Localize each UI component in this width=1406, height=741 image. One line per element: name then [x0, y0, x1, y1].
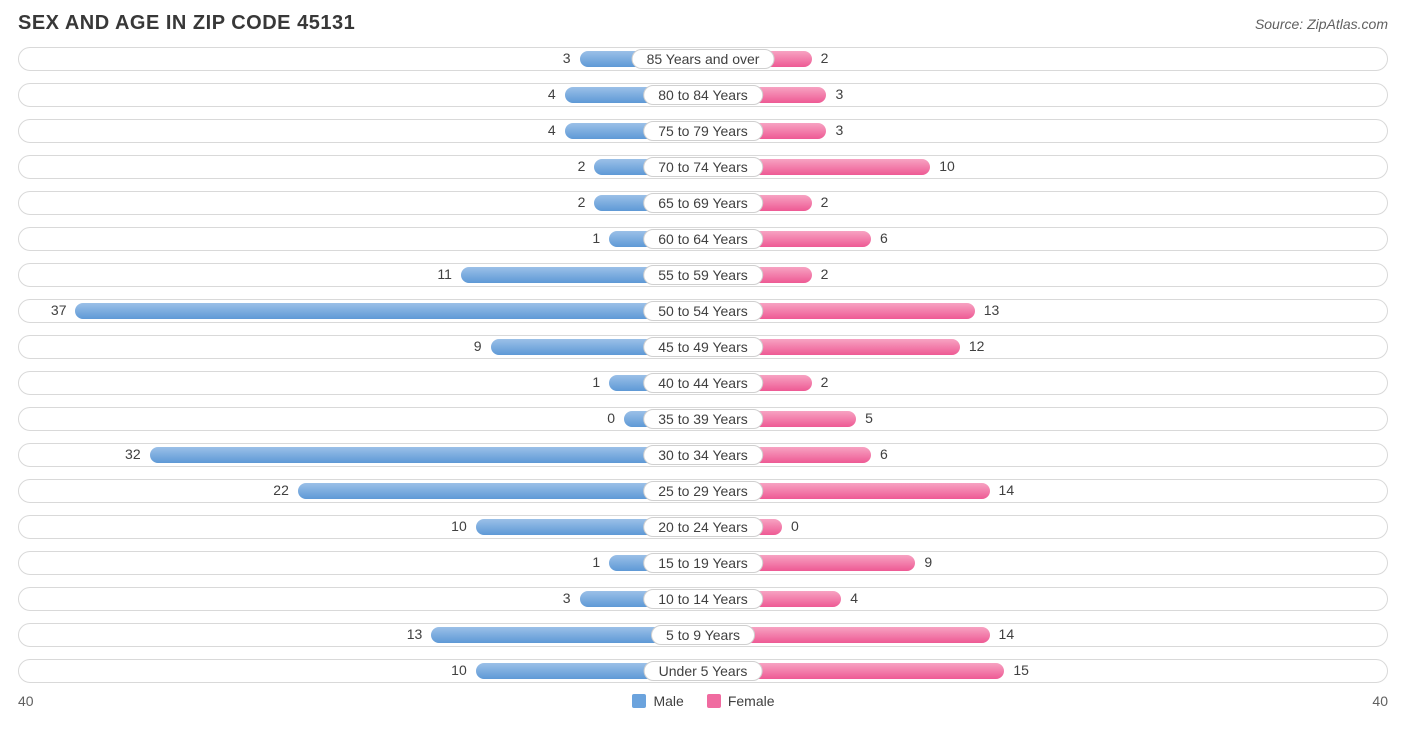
male-value: 22	[273, 482, 289, 498]
male-value: 9	[474, 338, 482, 354]
age-group-label: 65 to 69 Years	[643, 193, 763, 213]
age-group-label: 85 Years and over	[632, 49, 775, 69]
age-group-label: 50 to 54 Years	[643, 301, 763, 321]
age-row: 3 4 10 to 14 Years	[18, 587, 1388, 611]
age-group-label: 10 to 14 Years	[643, 589, 763, 609]
chart-header: SEX AND AGE IN ZIP CODE 45131 Source: Zi…	[18, 12, 1388, 35]
age-row: 9 12 45 to 49 Years	[18, 335, 1388, 359]
age-row: 1 9 15 to 19 Years	[18, 551, 1388, 575]
age-row: 1 2 40 to 44 Years	[18, 371, 1388, 395]
age-group-label: 60 to 64 Years	[643, 229, 763, 249]
age-row: 37 13 50 to 54 Years	[18, 299, 1388, 323]
age-row: 32 6 30 to 34 Years	[18, 443, 1388, 467]
legend-female: Female	[706, 693, 775, 709]
age-row: 11 2 55 to 59 Years	[18, 263, 1388, 287]
female-value: 0	[791, 518, 799, 534]
male-value: 3	[563, 50, 571, 66]
axis-left-max: 40	[18, 693, 34, 709]
male-value: 2	[578, 158, 586, 174]
male-value: 37	[51, 302, 67, 318]
age-row: 3 2 85 Years and over	[18, 47, 1388, 71]
chart-source: Source: ZipAtlas.com	[1255, 16, 1388, 32]
male-value: 4	[548, 86, 556, 102]
age-row: 2 2 65 to 69 Years	[18, 191, 1388, 215]
female-value: 5	[865, 410, 873, 426]
axis-right-max: 40	[1372, 693, 1388, 709]
age-group-label: 25 to 29 Years	[643, 481, 763, 501]
age-row: 4 3 75 to 79 Years	[18, 119, 1388, 143]
female-value: 6	[880, 230, 888, 246]
female-value: 6	[880, 446, 888, 462]
female-value: 15	[1013, 662, 1029, 678]
age-group-label: 75 to 79 Years	[643, 121, 763, 141]
female-value: 13	[984, 302, 1000, 318]
male-value: 2	[578, 194, 586, 210]
age-group-label: 70 to 74 Years	[643, 157, 763, 177]
age-group-label: 30 to 34 Years	[643, 445, 763, 465]
age-group-label: 55 to 59 Years	[643, 265, 763, 285]
female-value: 14	[999, 626, 1015, 642]
male-bar	[149, 446, 703, 464]
chart-title: SEX AND AGE IN ZIP CODE 45131	[18, 12, 355, 35]
age-group-label: 5 to 9 Years	[651, 625, 755, 645]
age-row: 10 15 Under 5 Years	[18, 659, 1388, 683]
female-value: 14	[999, 482, 1015, 498]
age-group-label: 40 to 44 Years	[643, 373, 763, 393]
male-value: 1	[592, 554, 600, 570]
male-value: 4	[548, 122, 556, 138]
female-value: 12	[969, 338, 985, 354]
female-value: 2	[821, 194, 829, 210]
male-value: 0	[607, 410, 615, 426]
age-row: 10 0 20 to 24 Years	[18, 515, 1388, 539]
female-value: 4	[850, 590, 858, 606]
legend-male-label: Male	[653, 693, 683, 709]
male-bar	[74, 302, 703, 320]
male-value: 32	[125, 446, 141, 462]
female-value: 10	[939, 158, 955, 174]
age-row: 4 3 80 to 84 Years	[18, 83, 1388, 107]
female-value: 3	[835, 86, 843, 102]
female-value: 2	[821, 50, 829, 66]
age-row: 1 6 60 to 64 Years	[18, 227, 1388, 251]
legend-female-label: Female	[728, 693, 775, 709]
male-value: 11	[437, 266, 452, 282]
age-group-label: 80 to 84 Years	[643, 85, 763, 105]
age-group-label: 15 to 19 Years	[643, 553, 763, 573]
age-row: 0 5 35 to 39 Years	[18, 407, 1388, 431]
male-value: 3	[563, 590, 571, 606]
female-value: 2	[821, 266, 829, 282]
legend: Male Female	[631, 693, 774, 709]
female-value: 3	[835, 122, 843, 138]
population-pyramid-chart: 3285 Years and over4380 to 84 Years4375 …	[18, 47, 1388, 683]
legend-male: Male	[631, 693, 683, 709]
male-value: 10	[451, 518, 467, 534]
age-row: 13 14 5 to 9 Years	[18, 623, 1388, 647]
male-swatch-icon	[631, 693, 647, 709]
age-row: 22 14 25 to 29 Years	[18, 479, 1388, 503]
chart-footer: 40 Male Female 40	[18, 693, 1388, 709]
female-value: 9	[924, 554, 932, 570]
age-group-label: 20 to 24 Years	[643, 517, 763, 537]
female-value: 2	[821, 374, 829, 390]
age-group-label: Under 5 Years	[644, 661, 763, 681]
female-swatch-icon	[706, 693, 722, 709]
age-group-label: 35 to 39 Years	[643, 409, 763, 429]
age-row: 2 10 70 to 74 Years	[18, 155, 1388, 179]
male-value: 10	[451, 662, 467, 678]
age-group-label: 45 to 49 Years	[643, 337, 763, 357]
male-value: 1	[592, 374, 600, 390]
male-bar	[297, 482, 703, 500]
male-value: 1	[592, 230, 600, 246]
male-value: 13	[407, 626, 423, 642]
